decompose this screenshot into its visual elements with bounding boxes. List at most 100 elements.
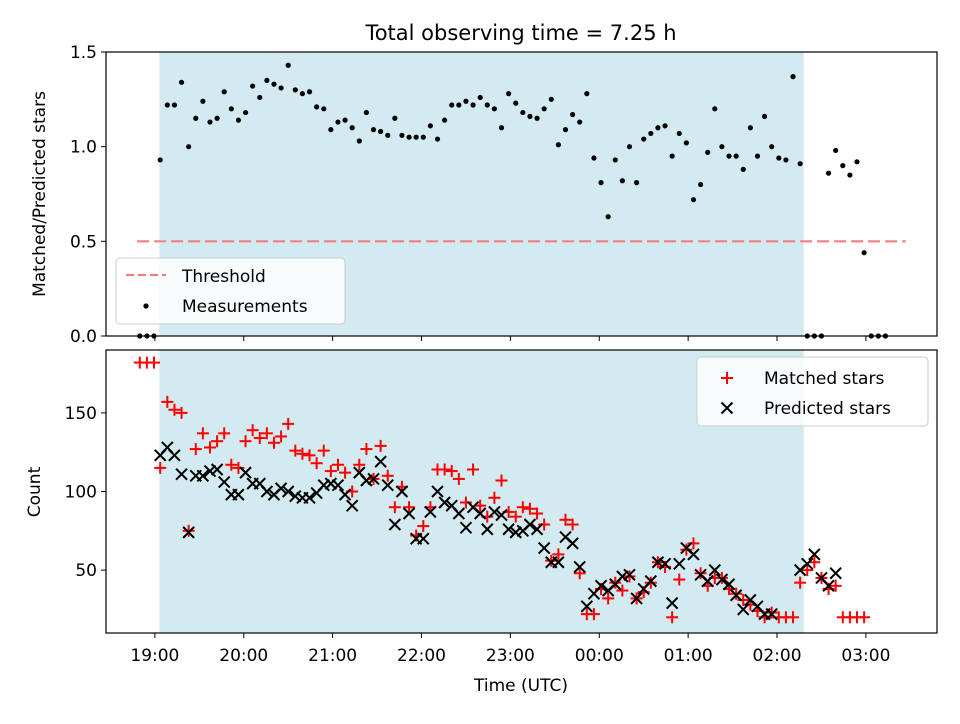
predicted-star-point [630, 592, 643, 605]
predicted-star-point [708, 563, 722, 577]
measurement-point [292, 87, 298, 93]
matched-star-point [196, 427, 209, 440]
top-y-axis-label: Matched/Predicted stars [30, 91, 50, 297]
measurement-point [619, 178, 625, 184]
matched-star-point [381, 469, 394, 482]
measurement-point [186, 144, 192, 150]
matched-star-point [730, 587, 743, 600]
matched-star-point [445, 465, 458, 478]
predicted-star-point [338, 488, 352, 501]
matched-star-point [331, 458, 344, 471]
measurement-point [783, 157, 789, 163]
measurement-point [541, 106, 547, 112]
predicted-star-point [388, 518, 402, 531]
measurement-point [456, 102, 462, 108]
measurement-point [242, 109, 249, 116]
measurement-point [506, 91, 512, 97]
measurement-point [690, 197, 697, 203]
predicted-star-point [687, 548, 700, 561]
predicted-star-point [481, 523, 494, 536]
matched-star-point [360, 443, 373, 456]
legend-measurements-swatch [143, 303, 149, 309]
measurement-point [378, 128, 384, 135]
measurement-point [719, 144, 725, 150]
matched-star-point [452, 472, 465, 485]
matched-star-point [317, 444, 330, 457]
matched-star-point [538, 518, 551, 531]
predicted-star-point [345, 499, 359, 512]
measurement-point [157, 157, 163, 163]
predicted-star-point [175, 467, 188, 481]
measurement-point [562, 127, 569, 133]
matched-star-point [225, 458, 238, 471]
x-tick-label: 21:00 [308, 646, 357, 666]
measurement-point [442, 117, 448, 123]
count-points [133, 356, 871, 624]
measurement-point [314, 104, 320, 110]
predicted-star-point [488, 505, 501, 519]
predicted-star-point [673, 557, 686, 571]
matched-star-point [296, 447, 309, 460]
predicted-star-point [822, 579, 835, 593]
matched-star-point [417, 520, 430, 533]
matched-star-point [275, 430, 288, 443]
matched-star-point [694, 567, 707, 580]
measurement-point [520, 109, 526, 116]
matched-star-point [573, 567, 586, 580]
measurement-point [328, 127, 334, 133]
bottom-y-axis: 50 100 150 [65, 404, 106, 581]
x-tick-label: 01:00 [664, 646, 713, 666]
matched-star-point [374, 439, 387, 452]
matched-star-point [339, 466, 352, 479]
measurement-point [250, 83, 256, 89]
measurement-point [470, 102, 476, 108]
predicted-star-point [623, 568, 636, 582]
legend-threshold-label: Threshold [181, 267, 266, 287]
measurement-point [342, 117, 348, 123]
legend-predicted-swatch [720, 401, 734, 415]
matched-star-point [794, 576, 807, 589]
x-tick-label: 19:00 [130, 646, 179, 666]
predicted-star-point [381, 479, 394, 492]
measurement-point [527, 113, 533, 119]
predicted-star-point [644, 574, 658, 588]
matched-star-point [509, 510, 522, 523]
measurement-point [449, 102, 455, 108]
measurement-point [392, 115, 398, 121]
predicted-star-point [438, 496, 451, 509]
measurement-point [705, 149, 711, 155]
measurement-point [235, 117, 242, 123]
predicted-star-point [239, 466, 252, 479]
matched-star-point [765, 606, 778, 619]
matched-star-point [282, 417, 295, 430]
predicted-star-point [260, 485, 274, 498]
measurement-point [228, 106, 234, 112]
matched-star-point [531, 507, 544, 520]
measurement-point [278, 85, 284, 91]
predicted-star-point [196, 469, 210, 482]
measurement-point [178, 79, 185, 85]
predicted-star-point [367, 472, 380, 486]
measurement-point [683, 140, 689, 146]
measurement-point [740, 166, 746, 172]
matched-star-point [267, 436, 280, 449]
predicted-star-point [274, 482, 288, 495]
measurement-point [847, 172, 853, 178]
measurement-point [648, 130, 654, 137]
predicted-star-point [331, 479, 345, 492]
top-x-ticks [154, 336, 867, 341]
bottom-y-tick-label: 50 [75, 561, 97, 581]
measurement-point [498, 125, 505, 131]
predicted-star-point [210, 463, 224, 476]
predicted-star-point [495, 508, 508, 522]
bottom-y-tick-label: 100 [65, 483, 97, 503]
measurement-point [420, 134, 426, 140]
predicted-star-point [722, 578, 736, 591]
matched-star-point [154, 461, 167, 474]
matched-star-point [587, 608, 600, 621]
x-axis-label: Time (UTC) [473, 676, 568, 696]
top-y-tick-label: 1.5 [70, 43, 97, 63]
measurement-point [662, 123, 668, 129]
measurement-point [577, 119, 583, 125]
matched-star-point [616, 584, 629, 597]
